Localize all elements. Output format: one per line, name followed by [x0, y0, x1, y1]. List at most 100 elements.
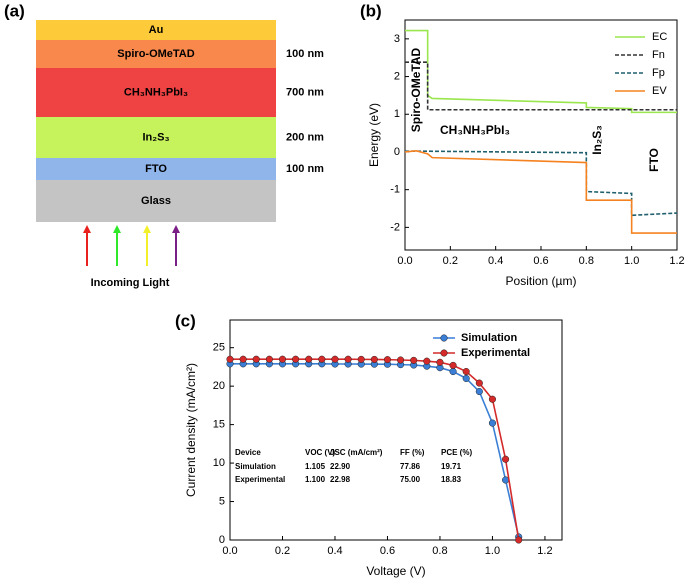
panel-label: (a) — [4, 1, 25, 20]
x-tick-label: 1.0 — [485, 545, 500, 557]
table-cell: Experimental — [235, 475, 285, 484]
y-tick-label: 0 — [394, 146, 400, 158]
legend-marker — [440, 349, 448, 357]
layer-thickness: 700 nm — [286, 86, 324, 98]
point — [239, 355, 247, 363]
x-tick-label: 1.0 — [624, 255, 639, 267]
legend-label: EV — [652, 85, 667, 97]
point — [383, 356, 392, 364]
layer-thickness: 100 nm — [286, 48, 324, 60]
panel-label: (c) — [175, 311, 196, 330]
y-tick-label: -2 — [390, 221, 400, 233]
y-tick-label: 20 — [213, 380, 225, 392]
y-tick-label: 1 — [394, 108, 400, 120]
point — [265, 355, 273, 363]
x-tick-label: 0.8 — [579, 255, 594, 267]
y-tick-label: 3 — [394, 33, 400, 45]
table-cell: 18.83 — [441, 475, 462, 484]
table-header: PCE (%) — [441, 448, 472, 457]
table-header: JSC (mA/cm²) — [330, 448, 383, 457]
table-header: FF (%) — [400, 448, 425, 457]
x-tick-label: 1.2 — [669, 255, 684, 267]
y-tick-label: 0 — [219, 534, 225, 546]
x-tick-label: 0.6 — [380, 545, 395, 557]
point — [502, 455, 510, 463]
point — [278, 355, 287, 363]
layer-name: In₂S₃ — [142, 131, 169, 143]
point — [397, 356, 405, 364]
x-axis-label: Voltage (V) — [366, 564, 425, 578]
point — [370, 355, 378, 364]
x-tick-label: 1.2 — [537, 545, 552, 557]
point — [515, 536, 523, 544]
layer — [36, 40, 276, 68]
x-tick-label: 0.0 — [222, 545, 237, 557]
y-tick-label: 15 — [213, 419, 225, 431]
legend-label: Fn — [652, 49, 665, 61]
legend-label: Experimental — [461, 347, 530, 359]
legend-label: Fp — [652, 67, 665, 79]
y-tick-label: 10 — [213, 457, 225, 469]
y-tick-label: 5 — [219, 495, 225, 507]
series-line — [405, 61, 677, 111]
point — [475, 387, 483, 396]
panel-label: (b) — [360, 1, 382, 20]
layer-thickness: 200 nm — [286, 131, 324, 143]
point — [344, 355, 352, 363]
plot-frame — [229, 319, 563, 541]
layer-name: CH₃NH₃PbI₃ — [124, 86, 188, 98]
layer — [36, 68, 276, 117]
table-cell: 1.100 — [305, 475, 326, 484]
layer-name: Glass — [141, 195, 171, 207]
caption: Incoming Light — [91, 277, 170, 289]
layer — [36, 117, 276, 158]
y-axis-label: Current density (mA/cm²) — [184, 363, 198, 497]
legend-label: Simulation — [461, 332, 518, 344]
annotation: In₂S₃ — [590, 125, 604, 155]
point — [357, 355, 365, 363]
point — [449, 361, 457, 369]
series-line — [404, 150, 677, 234]
table-cell: 1.105 — [305, 462, 326, 471]
y-tick-label: 2 — [394, 70, 400, 82]
point — [292, 355, 300, 363]
layer-name: Spiro-OMeTAD — [117, 48, 194, 60]
point — [318, 355, 326, 363]
point — [226, 355, 234, 363]
point — [331, 355, 339, 363]
table-header: VOC (V) — [305, 448, 336, 457]
layer — [36, 158, 276, 180]
point — [436, 358, 444, 366]
layer-thickness: 100 nm — [286, 163, 324, 175]
legend-marker — [440, 334, 448, 342]
y-tick-label: 25 — [213, 342, 225, 354]
table-cell: 22.90 — [330, 462, 351, 471]
point — [410, 356, 418, 364]
x-tick-label: 0.0 — [397, 255, 412, 267]
point — [252, 355, 260, 363]
legend-label: EC — [652, 31, 667, 43]
x-tick-label: 0.4 — [327, 545, 342, 557]
y-tick-label: -1 — [390, 184, 400, 196]
table-cell: 77.86 — [400, 462, 421, 471]
point — [449, 367, 457, 376]
table-cell: 22.98 — [330, 475, 351, 484]
table-header: Device — [235, 448, 261, 457]
point — [488, 395, 497, 403]
x-tick-label: 0.2 — [443, 255, 458, 267]
annotation: FTO — [647, 148, 661, 172]
x-tick-label: 0.8 — [432, 545, 447, 557]
point — [462, 374, 470, 383]
point — [423, 357, 431, 365]
x-tick-label: 0.4 — [488, 255, 503, 267]
annotation: Spiro-OMeTAD — [409, 47, 423, 132]
point — [475, 379, 483, 387]
layer — [36, 20, 276, 40]
table-cell: 75.00 — [400, 475, 421, 484]
table-cell: 19.71 — [441, 462, 462, 471]
point — [488, 419, 497, 427]
point — [305, 355, 313, 363]
layer — [36, 180, 276, 222]
x-tick-label: 0.2 — [275, 545, 290, 557]
